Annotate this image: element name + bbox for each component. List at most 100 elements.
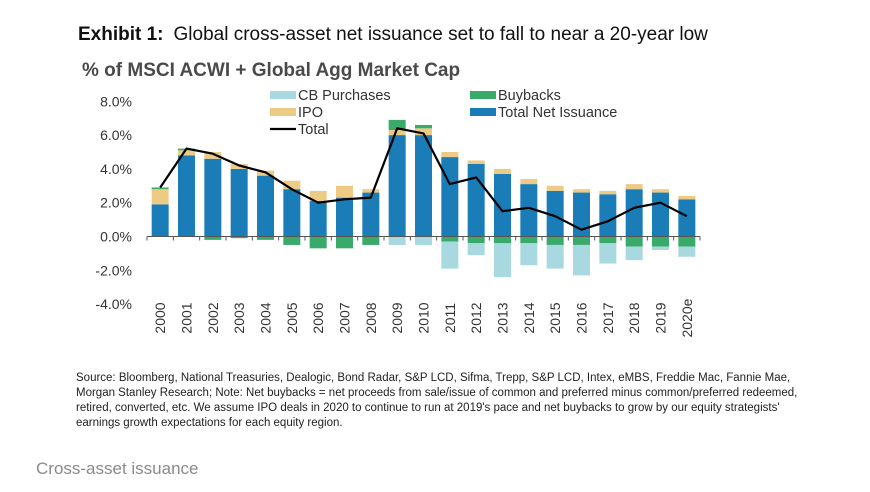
bar-total-net-issuance	[467, 163, 485, 237]
bar-total-net-issuance	[599, 194, 617, 237]
bar-total-net-issuance	[230, 168, 248, 237]
bar-total-net-issuance	[151, 204, 169, 237]
chart-title: Global cross-asset net issuance set to f…	[173, 24, 708, 45]
bar-total-net-issuance	[362, 192, 380, 237]
bar-ipo	[652, 189, 669, 193]
bar-ipo	[678, 195, 696, 200]
bar-ipo	[283, 180, 301, 190]
bar-buybacks	[257, 236, 274, 240]
x-tick-label: 2013	[495, 302, 511, 333]
x-tick-label: 2009	[389, 302, 405, 333]
series-line-total	[159, 127, 688, 231]
bar-buybacks	[388, 119, 406, 131]
issuance-chart: 8.0% 6.0% 4.0% 2.0% 0.0% -2.0% -4.0% 2000 2001 20…	[95, 88, 701, 337]
legend-label: Total Net Issuance	[498, 105, 617, 121]
x-tick-label: 2014	[521, 302, 537, 333]
bar-total-net-issuance	[652, 192, 669, 237]
x-tick-label: 2006	[310, 302, 326, 333]
legend-swatch	[270, 108, 296, 116]
bar-ipo	[309, 190, 327, 202]
y-tick-label: 2.0%	[100, 195, 132, 211]
bar-total-net-issuance	[494, 173, 511, 237]
bar-ipo	[415, 128, 432, 136]
bar-total-net-issuance	[678, 199, 696, 237]
x-tick-label: 2004	[258, 302, 274, 333]
exhibit-label: Exhibit 1:	[78, 24, 164, 45]
bar-buybacks	[204, 236, 222, 240]
x-tick-label: 2020e	[679, 298, 695, 337]
chart-subtitle: % of MSCI ACWI + Global Agg Market Cap	[82, 60, 461, 81]
bar-buybacks	[625, 236, 643, 247]
bar-ipo	[204, 152, 222, 159]
bar-ipo	[441, 152, 459, 158]
bar-buybacks	[520, 236, 538, 244]
bar-buybacks	[441, 236, 459, 242]
bar-cb-purchases	[441, 241, 459, 269]
x-tick-label: 2003	[231, 302, 247, 333]
legend-label: IPO	[298, 105, 323, 121]
bar-cb-purchases	[573, 244, 590, 276]
bar-ipo	[520, 179, 538, 185]
legend-swatch	[470, 108, 496, 116]
bar-buybacks	[283, 236, 301, 245]
bar-cb-purchases	[652, 246, 669, 251]
x-tick-label: 2019	[653, 302, 669, 333]
bar-buybacks	[415, 124, 432, 129]
bar-cb-purchases	[388, 236, 406, 245]
bar-ipo	[494, 168, 511, 174]
bar-ipo	[573, 189, 590, 193]
bar-cb-purchases	[599, 243, 617, 264]
bar-buybacks	[362, 236, 380, 245]
x-tick-label: 2017	[600, 302, 616, 333]
bar-total-net-issuance	[204, 158, 222, 237]
x-tick-label: 2002	[205, 302, 221, 333]
bar-total-net-issuance	[415, 135, 432, 237]
source-note: Source: Bloomberg, National Treasuries, …	[76, 372, 798, 429]
bar-ipo	[388, 130, 406, 136]
legend-swatch	[270, 91, 296, 99]
bar-buybacks	[467, 236, 485, 244]
bar-buybacks	[599, 236, 617, 244]
bar-ipo	[178, 150, 195, 156]
bar-total-net-issuance	[257, 175, 274, 237]
bar-cb-purchases	[467, 243, 485, 256]
x-tick-label: 2018	[626, 302, 642, 333]
bar-buybacks	[494, 236, 511, 244]
bar-total-net-issuance	[336, 197, 353, 237]
legend-swatch	[470, 91, 496, 99]
bar-ipo	[467, 160, 485, 164]
bar-buybacks	[546, 236, 564, 245]
bar-total-net-issuance	[625, 189, 643, 237]
bar-ipo	[546, 185, 564, 191]
bar-cb-purchases	[494, 243, 511, 278]
bar-total-net-issuance	[441, 157, 459, 237]
bar-cb-purchases	[546, 244, 564, 269]
bar-cb-purchases	[415, 236, 432, 245]
bar-total-net-issuance	[573, 192, 590, 237]
bar-buybacks	[678, 236, 696, 247]
bar-buybacks	[336, 236, 353, 249]
x-tick-label: 2010	[416, 302, 432, 333]
y-tick-label: 8.0%	[100, 93, 132, 109]
bar-buybacks	[151, 187, 169, 190]
legend-label: CB Purchases	[298, 88, 391, 104]
bar-ipo	[599, 190, 617, 195]
bar-ipo	[362, 189, 380, 193]
bar-buybacks	[309, 236, 327, 249]
bar-total-net-issuance	[388, 135, 406, 237]
bar-cb-purchases	[625, 246, 643, 261]
x-tick-label: 2005	[284, 302, 300, 333]
y-tick-label: 4.0%	[100, 161, 132, 177]
bar-buybacks	[573, 236, 590, 245]
legend-label: Total	[298, 122, 329, 138]
x-tick-label: 2007	[337, 302, 353, 333]
x-tick-label: 2001	[179, 302, 195, 333]
x-tick-label: 2016	[574, 302, 590, 333]
bar-cb-purchases	[520, 243, 538, 266]
x-tick-label: 2012	[468, 302, 484, 333]
x-tick-label: 2008	[363, 302, 379, 333]
bar-total-net-issuance	[178, 155, 195, 237]
bar-cb-purchases	[678, 246, 696, 257]
bar-total-net-issuance	[309, 201, 327, 237]
y-tick-label: 0.0%	[100, 229, 132, 245]
